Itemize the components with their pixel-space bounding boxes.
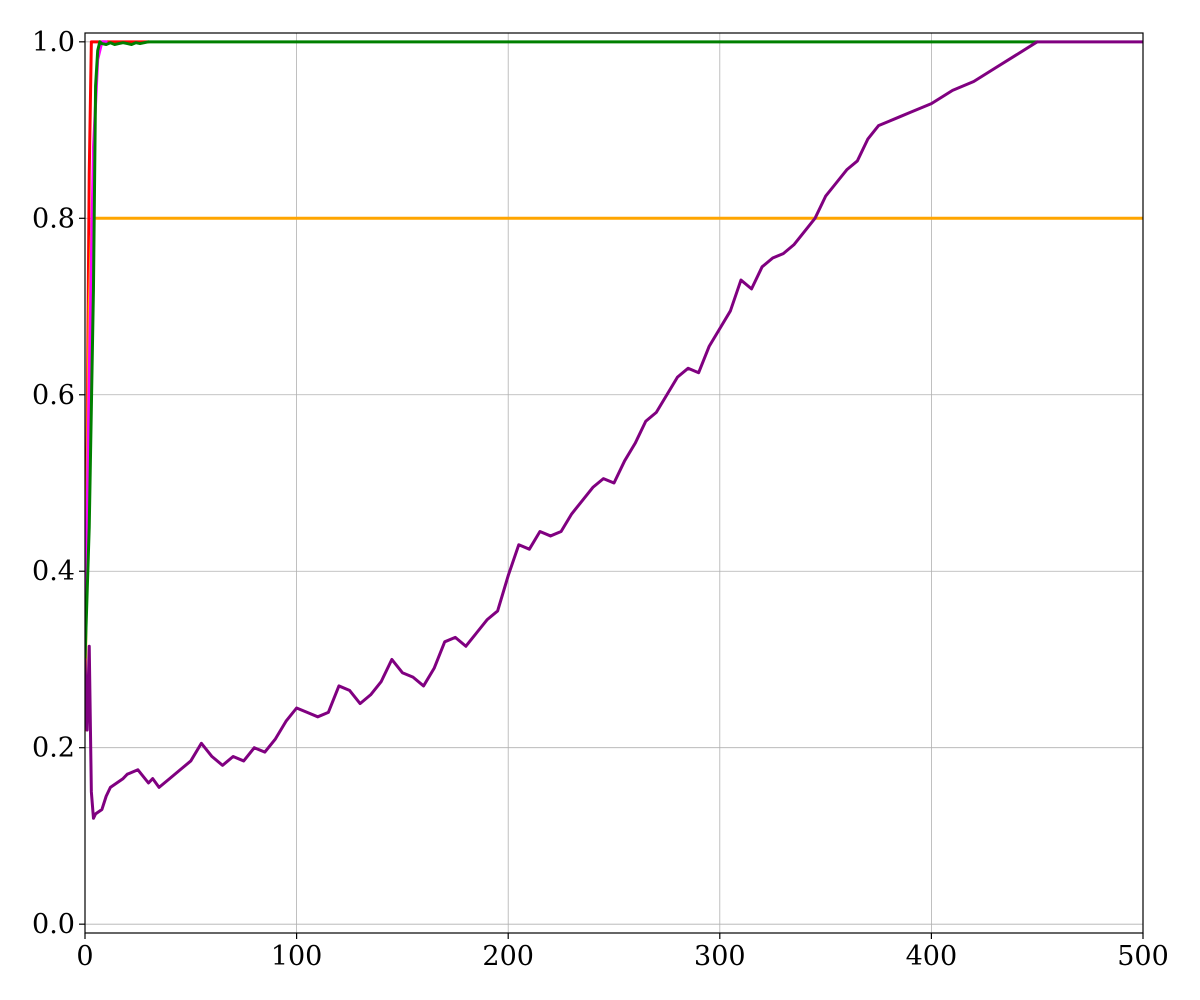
x-tick-label: 100 [271,941,323,972]
y-tick-label: 0.8 [32,203,75,234]
x-tick-label: 400 [906,941,958,972]
plot-area-frame [84,32,1144,934]
y-tick-label: 0.4 [32,556,75,587]
y-tick-label: 0.6 [32,380,75,411]
y-tick-label: 1.0 [32,27,75,58]
x-tick-label: 0 [76,941,93,972]
y-tick-label: 0.2 [32,733,75,764]
series-line-5 [85,40,1143,820]
series-line-4 [85,40,1039,661]
series-layer [85,40,1143,820]
x-tick-label: 500 [1117,941,1169,972]
ticks: 0 100 200 300 400 500 0.0 0.2 0.4 0.6 0.8 1.0 [32,27,1169,972]
series-line-2 [85,216,1143,732]
x-tick-label: 300 [694,941,746,972]
y-tick-label: 0.0 [32,909,75,940]
x-tick-label: 200 [482,941,534,972]
